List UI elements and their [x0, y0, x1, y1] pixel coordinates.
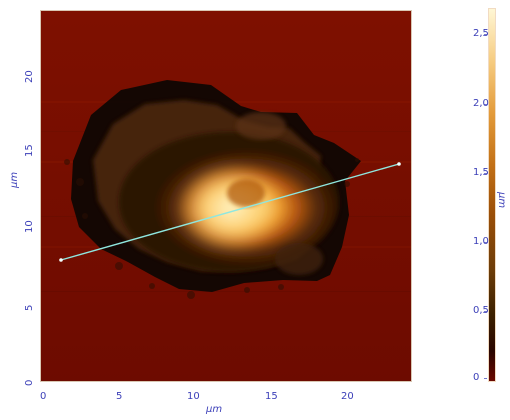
y-tick-10: 10 — [24, 220, 35, 233]
height-map-svg — [41, 11, 411, 381]
y-tick-15: 15 — [24, 144, 35, 157]
colorbar-tick-2-5: 2,5 — [473, 28, 489, 39]
colorbar-mark-1-5 — [484, 173, 487, 174]
x-tick-20: 20 — [341, 391, 354, 402]
colorbar-tick-1-0: 1,0 — [473, 236, 489, 247]
y-tick-5: 5 — [24, 304, 35, 311]
colorbar-mark-1-0 — [484, 242, 487, 243]
colorbar-mark-0 — [484, 378, 487, 379]
profile-start-point — [59, 258, 63, 262]
bright-lobe — [175, 163, 287, 253]
x-tick-15: 15 — [265, 391, 278, 402]
x-tick-10: 10 — [187, 391, 200, 402]
colorbar-tick-0-5: 0,5 — [473, 305, 489, 316]
lower-right-lobe — [275, 243, 323, 275]
colorbar-mark-2-0 — [484, 104, 487, 105]
x-axis-label: μm — [206, 404, 223, 415]
upper-lobe — [236, 112, 286, 140]
colorbar-tick-2-0: 2,0 — [473, 98, 489, 109]
colorbar-tick-1-5: 1,5 — [473, 167, 489, 178]
profile-line — [60, 163, 400, 261]
height-map-image — [40, 10, 412, 382]
y-tick-0: 0 — [24, 379, 35, 386]
y-axis-label: μm — [9, 171, 20, 188]
x-tick-5: 5 — [116, 391, 123, 402]
ragged-edges — [64, 158, 359, 299]
profile-end-point — [397, 162, 401, 166]
colorbar-tick-0: 0 — [473, 372, 480, 383]
colorbar-label: μm — [496, 192, 507, 209]
y-tick-20: 20 — [24, 70, 35, 83]
nucleus-depression — [227, 179, 265, 207]
x-tick-0: 0 — [40, 391, 47, 402]
height-colorbar — [488, 8, 496, 382]
colorbar-mark-0-5 — [484, 311, 487, 312]
colorbar-mark-2-5 — [484, 34, 487, 35]
